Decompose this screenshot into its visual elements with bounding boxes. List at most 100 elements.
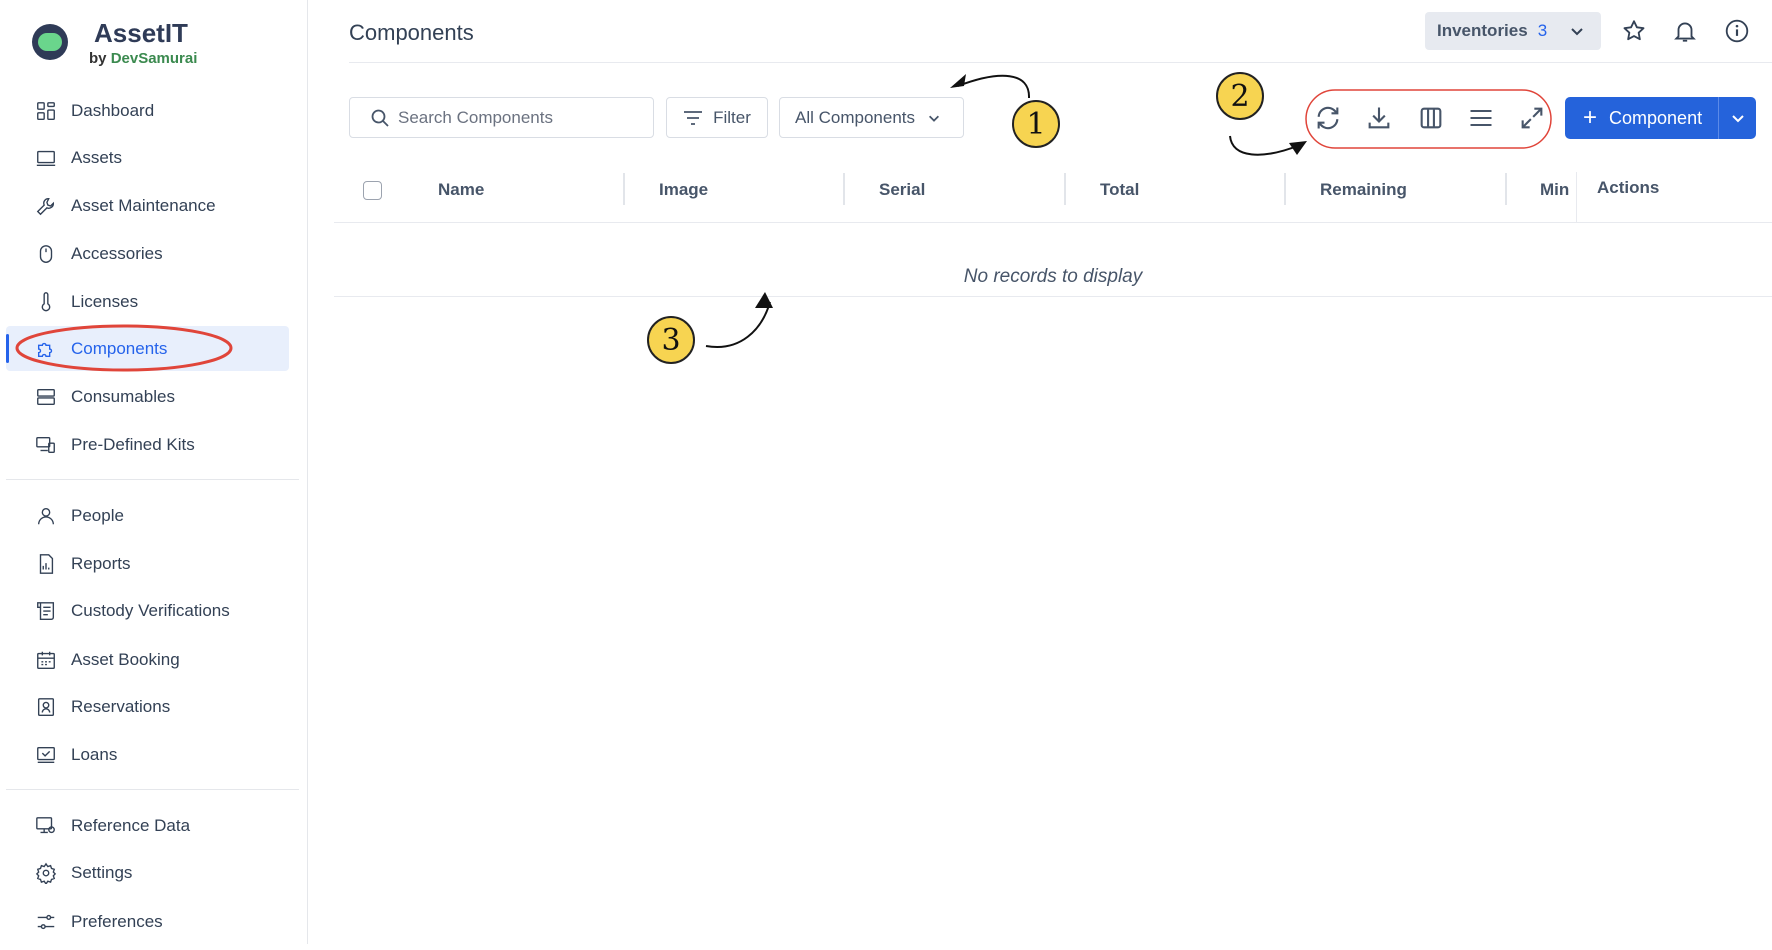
select-all-checkbox[interactable] <box>363 181 382 200</box>
sidebar-item-people[interactable]: People <box>6 493 289 538</box>
view-select[interactable]: All Components <box>779 97 964 138</box>
app-vendor: by DevSamurai <box>89 50 197 67</box>
chevron-down-icon <box>1571 28 1583 36</box>
column-resizer[interactable] <box>1284 173 1286 205</box>
sidebar-item-label: Pre-Defined Kits <box>71 434 195 454</box>
add-component-button[interactable]: + Component <box>1565 97 1756 139</box>
sliders-icon <box>37 914 55 929</box>
puzzle-icon <box>37 342 53 357</box>
sidebar-item-label: Reference Data <box>71 815 191 835</box>
columns-icon[interactable] <box>1417 104 1445 132</box>
sidebar-item-label: Reports <box>71 553 131 573</box>
filter-button[interactable]: Filter <box>666 97 768 138</box>
search-box[interactable] <box>349 97 654 138</box>
sidebar-item-label: Preferences <box>71 911 163 931</box>
column-header-min[interactable]: Min <box>1540 180 1570 199</box>
sidebar-divider <box>6 789 299 790</box>
scroll-icon <box>37 601 55 620</box>
refresh-icon[interactable] <box>1314 104 1342 132</box>
sidebar-item-label: Components <box>71 338 168 358</box>
sidebar-item-label: Reservations <box>71 696 171 716</box>
by-text: by <box>89 50 107 67</box>
sidebar-item-label: Custody Verifications <box>71 600 230 620</box>
sidebar-divider <box>6 479 299 480</box>
annotation-arrow-2 <box>1229 135 1301 156</box>
sidebar-item-label: Accessories <box>71 243 163 263</box>
app-logo <box>32 24 68 60</box>
sidebar-item-asset-booking[interactable]: Asset Booking <box>6 637 289 682</box>
header-divider <box>349 62 1772 63</box>
app-name: AssetIT <box>94 18 188 48</box>
column-resizer[interactable] <box>623 173 625 205</box>
sidebar-item-pre-defined-kits[interactable]: Pre-Defined Kits <box>6 422 289 467</box>
vendor-name: DevSamurai <box>110 50 198 67</box>
sidebar-item-label: Consumables <box>71 386 175 406</box>
column-header-total[interactable]: Total <box>1100 180 1140 199</box>
add-component-dropdown[interactable] <box>1719 110 1756 126</box>
column-header-actions: Actions <box>1597 178 1660 197</box>
add-component-main[interactable]: + Component <box>1565 97 1719 139</box>
sidebar: AssetIT by DevSamurai Dashboard Assets Ass… <box>0 0 308 944</box>
annotation-arrow-3 <box>705 301 771 348</box>
pinned-column-divider <box>1576 172 1577 222</box>
inventories-dropdown[interactable]: Inventories 3 <box>1425 12 1601 50</box>
annotation-badge-2: 2 <box>1216 72 1264 120</box>
star-icon[interactable] <box>1621 18 1647 44</box>
gear-icon <box>35 862 57 884</box>
sidebar-item-label: Assets <box>71 147 123 167</box>
annotation-arrowhead-3 <box>755 292 773 308</box>
sidebar-item-accessories[interactable]: Accessories <box>6 231 289 276</box>
column-header-image[interactable]: Image <box>659 180 709 199</box>
density-icon[interactable] <box>1467 104 1495 132</box>
sidebar-item-reference-data[interactable]: Reference Data <box>6 803 289 848</box>
sidebar-item-label: Dashboard <box>71 100 155 120</box>
search-input[interactable] <box>398 107 638 128</box>
column-header-remaining[interactable]: Remaining <box>1320 180 1407 199</box>
info-icon[interactable] <box>1724 18 1750 44</box>
user-icon <box>37 507 55 524</box>
devices-icon <box>36 436 55 453</box>
filter-icon <box>684 110 703 125</box>
sidebar-item-settings[interactable]: Settings <box>6 850 289 895</box>
sidebar-item-label: Licenses <box>71 291 139 311</box>
wrench-icon <box>36 197 55 215</box>
badge-icon <box>37 697 55 716</box>
sidebar-item-reports[interactable]: Reports <box>6 541 289 586</box>
sidebar-item-label: Settings <box>71 862 133 882</box>
sidebar-item-asset-maintenance[interactable]: Asset Maintenance <box>6 183 289 228</box>
report-icon <box>39 553 54 574</box>
sidebar-item-label: Asset Maintenance <box>71 195 216 215</box>
sidebar-item-components[interactable]: Components <box>6 326 289 371</box>
annotation-badge-3: 3 <box>647 316 695 364</box>
sidebar-item-dashboard[interactable]: Dashboard <box>6 88 289 133</box>
fullscreen-icon[interactable] <box>1518 104 1546 132</box>
plus-icon: + <box>1583 104 1598 131</box>
calendar-icon <box>37 651 55 669</box>
annotation-arrow-1 <box>957 74 1031 99</box>
download-icon[interactable] <box>1365 104 1393 132</box>
empty-row-divider <box>334 296 1772 297</box>
inventories-count: 3 <box>1537 21 1548 40</box>
check-screen-icon <box>37 746 55 763</box>
sidebar-item-preferences[interactable]: Preferences <box>6 899 289 944</box>
sidebar-item-reservations[interactable]: Reservations <box>6 684 289 729</box>
sidebar-item-label: Asset Booking <box>71 649 180 669</box>
sidebar-item-consumables[interactable]: Consumables <box>6 374 289 419</box>
sidebar-item-licenses[interactable]: Licenses <box>6 279 289 324</box>
bell-icon[interactable] <box>1672 18 1698 44</box>
grid-icon <box>37 101 55 120</box>
sidebar-item-label: Loans <box>71 744 118 764</box>
search-icon <box>371 109 389 127</box>
server-icon <box>37 388 55 405</box>
column-header-serial[interactable]: Serial <box>879 180 926 199</box>
thermometer-icon <box>41 291 51 311</box>
page-title: Components <box>349 20 474 45</box>
column-header-name[interactable]: Name <box>438 180 485 199</box>
sidebar-item-custody-verifications[interactable]: Custody Verifications <box>6 588 289 633</box>
chevron-down-icon <box>929 115 940 122</box>
sidebar-item-loans[interactable]: Loans <box>6 732 289 777</box>
column-resizer[interactable] <box>843 173 845 205</box>
column-resizer[interactable] <box>1505 173 1507 205</box>
sidebar-item-assets[interactable]: Assets <box>6 135 289 180</box>
column-resizer[interactable] <box>1064 173 1066 205</box>
